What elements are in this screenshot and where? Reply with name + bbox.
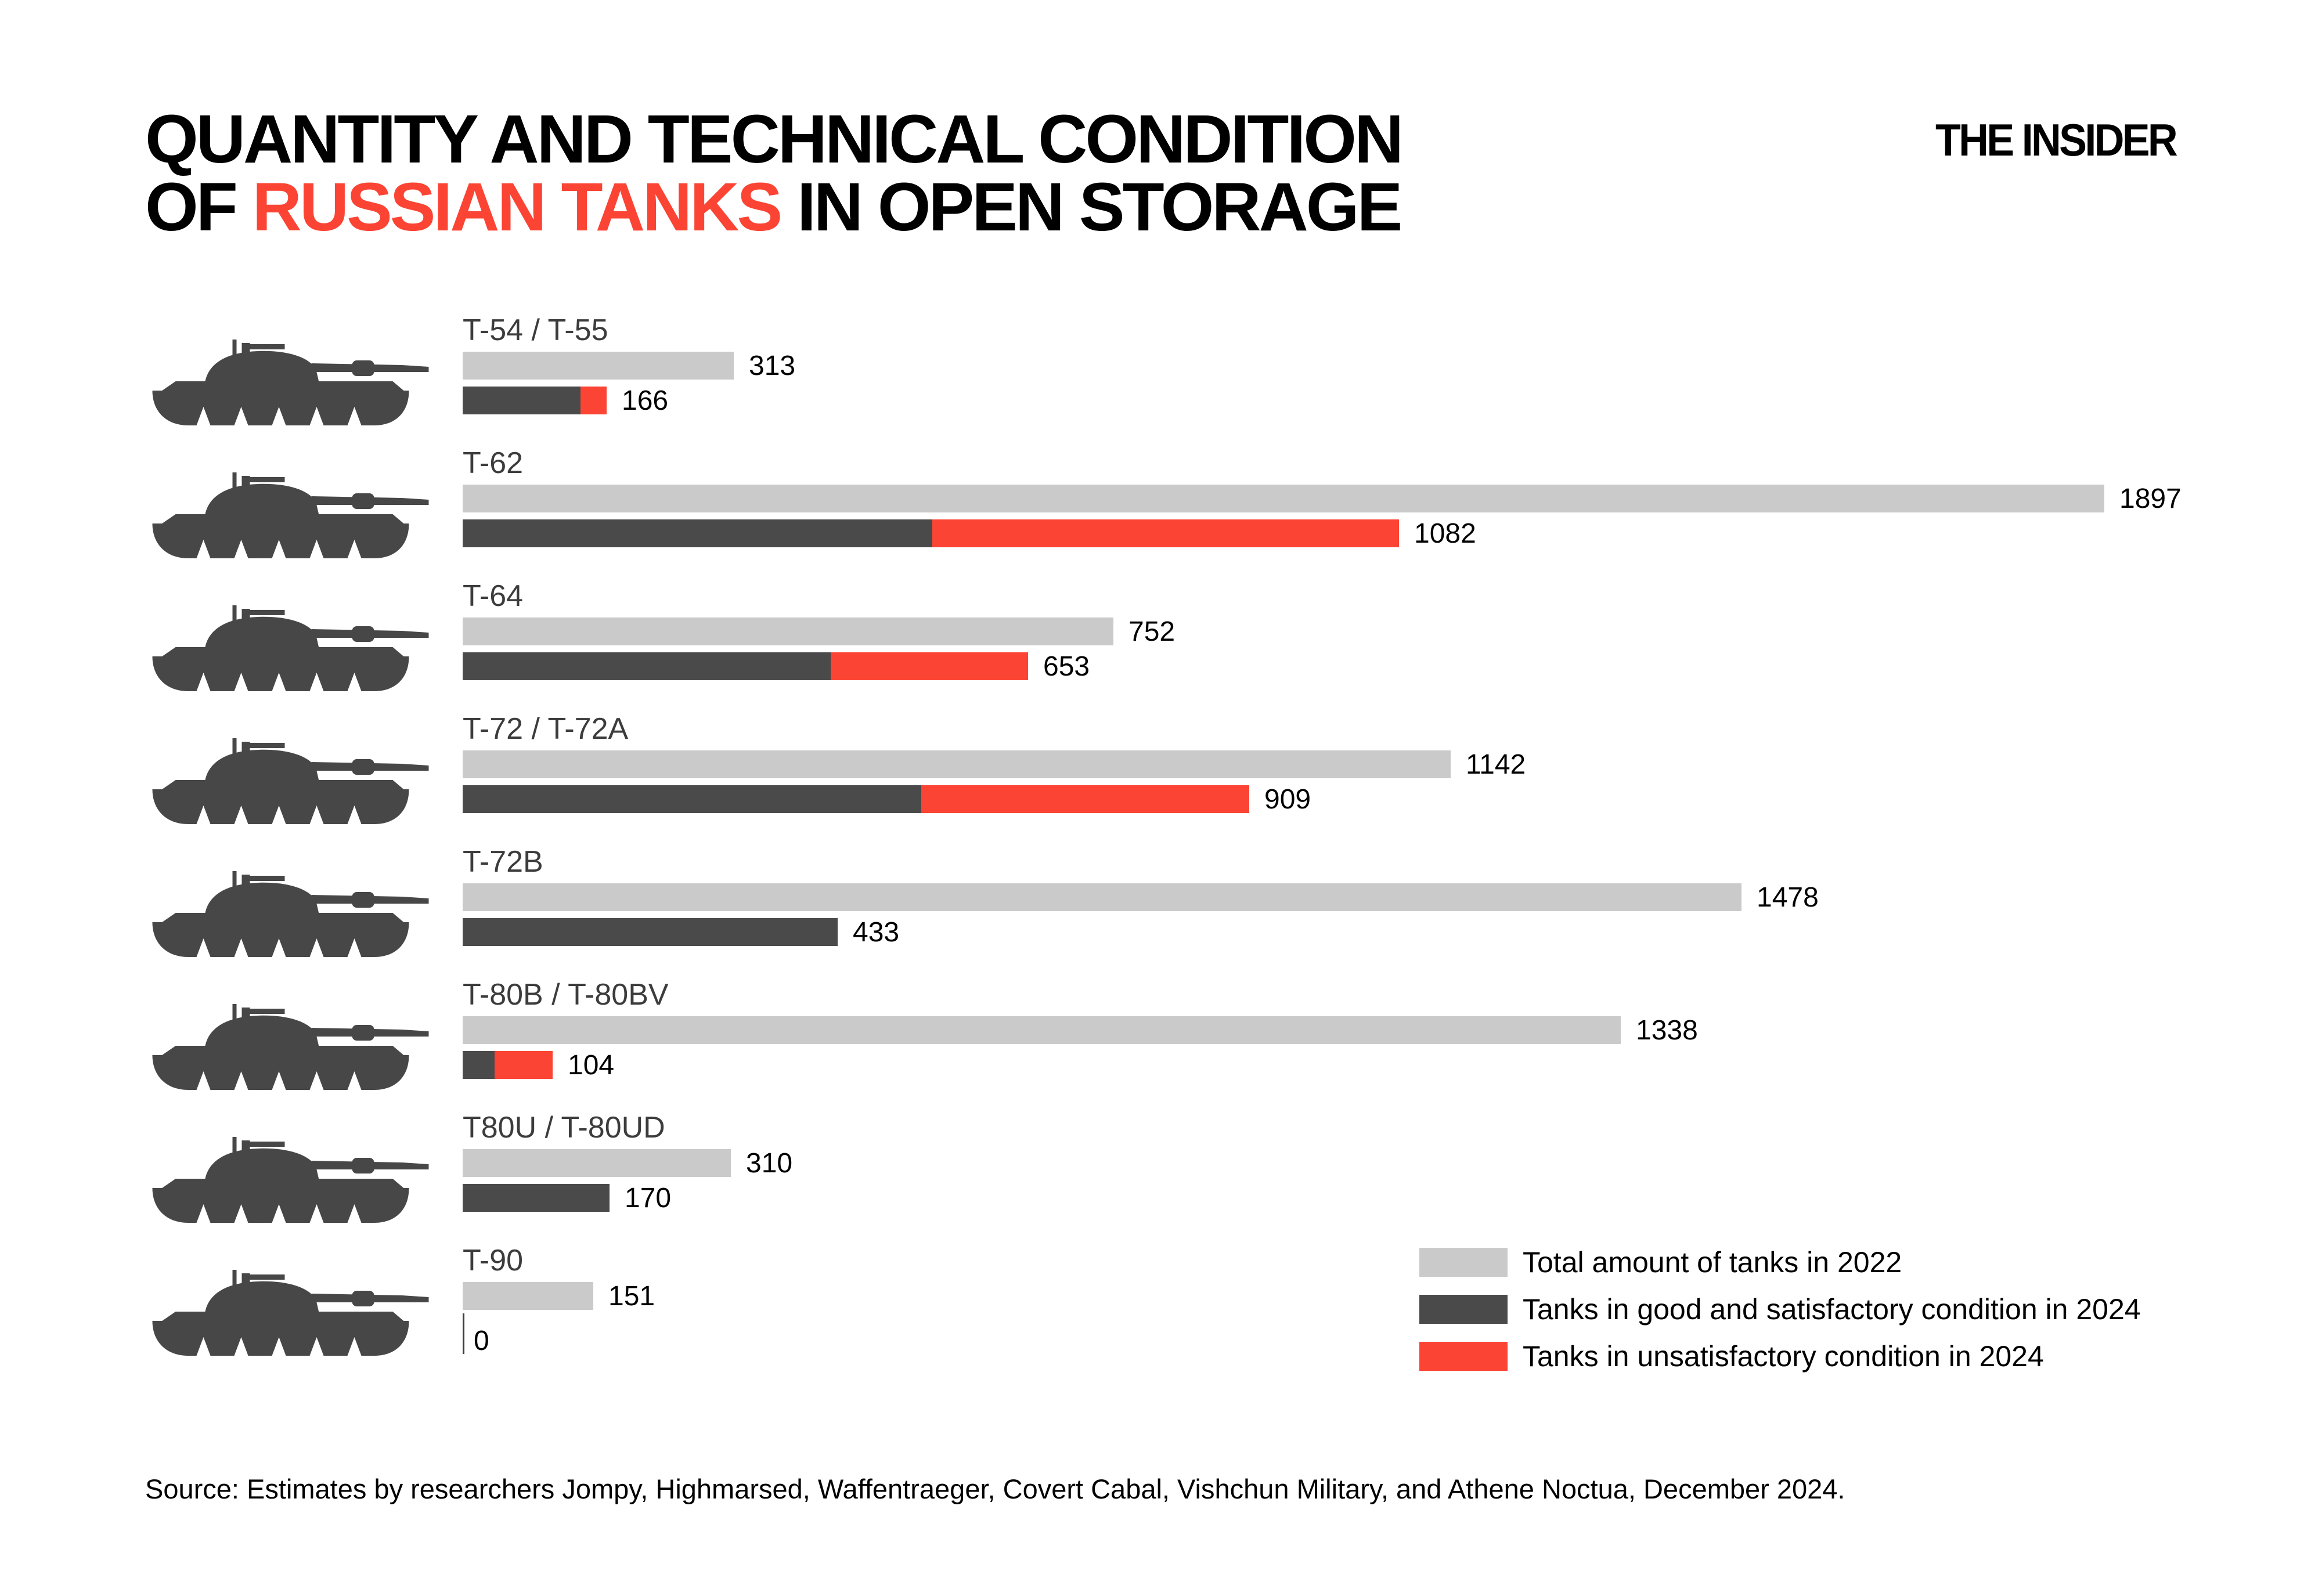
value-total-2022: 1897 bbox=[2119, 483, 2182, 514]
bar-2024 bbox=[463, 387, 607, 414]
bar-total-2022 bbox=[463, 750, 1451, 778]
bar-2024 bbox=[463, 918, 838, 946]
tank-icon bbox=[138, 871, 431, 958]
tank-icon bbox=[138, 1004, 431, 1091]
tank-icon bbox=[138, 1137, 431, 1224]
zero-tick bbox=[463, 1313, 464, 1354]
value-total-2022: 1478 bbox=[1757, 882, 1819, 913]
value-total-2022: 1338 bbox=[1636, 1014, 1698, 1046]
bar-2024-good-segment bbox=[463, 519, 932, 547]
bar-total-2022 bbox=[463, 618, 1113, 645]
legend-label: Total amount of tanks in 2022 bbox=[1523, 1246, 1902, 1279]
value-total-2024: 433 bbox=[853, 916, 900, 948]
tank-icon bbox=[138, 738, 431, 825]
value-total-2024: 653 bbox=[1043, 651, 1090, 682]
legend-item-total-2022: Total amount of tanks in 2022 bbox=[1419, 1246, 2141, 1279]
bar-2024-good-segment bbox=[463, 918, 838, 946]
legend-swatch-total-2022 bbox=[1419, 1248, 1508, 1277]
category-label: T-72B bbox=[463, 845, 543, 879]
bar-2024-unsat-segment bbox=[495, 1051, 553, 1079]
legend-item-good-2024: Tanks in good and satisfactory condition… bbox=[1419, 1293, 2141, 1326]
bar-2024 bbox=[463, 1051, 553, 1079]
bar-total-2022 bbox=[463, 883, 1742, 911]
legend-label: Tanks in good and satisfactory condition… bbox=[1523, 1293, 2141, 1326]
category-label: T-90 bbox=[463, 1244, 524, 1277]
value-total-2024: 104 bbox=[568, 1049, 615, 1081]
bar-total-2022 bbox=[463, 1016, 1621, 1044]
category-label: T-72 / T-72A bbox=[463, 712, 629, 746]
chart-title-line2: OF RUSSIAN TANKS IN OPEN STORAGE bbox=[145, 169, 1402, 245]
legend-swatch-unsat-2024 bbox=[1419, 1342, 1508, 1371]
bar-total-2022 bbox=[463, 485, 2104, 512]
value-total-2022: 752 bbox=[1128, 616, 1176, 647]
bar-2024 bbox=[463, 1184, 610, 1212]
bar-2024-unsat-segment bbox=[831, 652, 1028, 680]
legend-label: Tanks in unsatisfactory condition in 202… bbox=[1523, 1340, 2044, 1373]
value-total-2022: 313 bbox=[749, 350, 796, 381]
category-label: T-64 bbox=[463, 579, 524, 613]
bar-2024-unsat-segment bbox=[580, 387, 607, 414]
tank-icon bbox=[138, 472, 431, 559]
bar-2024-good-segment bbox=[463, 1051, 495, 1079]
category-label: T-62 bbox=[463, 446, 524, 480]
tank-icon bbox=[138, 605, 431, 692]
value-zero: 0 bbox=[474, 1326, 489, 1356]
bar-total-2022 bbox=[463, 352, 734, 380]
value-total-2022: 151 bbox=[608, 1280, 655, 1312]
value-total-2022: 1142 bbox=[1466, 749, 1526, 780]
bar-2024-unsat-segment bbox=[932, 519, 1399, 547]
legend-item-unsat-2024: Tanks in unsatisfactory condition in 202… bbox=[1419, 1340, 2141, 1373]
category-label: T-54 / T-55 bbox=[463, 313, 608, 347]
legend: Total amount of tanks in 2022 Tanks in g… bbox=[1419, 1246, 2141, 1389]
chart-title-line1: QUANTITY AND TECHNICAL CONDITION bbox=[145, 101, 1404, 178]
bar-total-2022 bbox=[463, 1282, 593, 1310]
chart-title: QUANTITY AND TECHNICAL CONDITION OF RUSS… bbox=[145, 101, 1404, 245]
bar-total-2022 bbox=[463, 1149, 731, 1177]
value-total-2024: 170 bbox=[625, 1182, 672, 1214]
the-insider-logo: THE INSIDER bbox=[1935, 114, 2178, 165]
tank-icon bbox=[138, 340, 431, 427]
bar-2024 bbox=[463, 519, 1399, 547]
bar-2024 bbox=[463, 652, 1028, 680]
category-label: T-80B / T-80BV bbox=[463, 978, 669, 1012]
legend-swatch-good-2024 bbox=[1419, 1295, 1508, 1324]
bar-2024-good-segment bbox=[463, 1184, 610, 1212]
source-note: Source: Estimates by researchers Jompy, … bbox=[145, 1474, 1845, 1504]
bar-2024-unsat-segment bbox=[921, 785, 1249, 813]
bar-2024-good-segment bbox=[463, 785, 921, 813]
category-label: T80U / T-80UD bbox=[463, 1111, 665, 1144]
tank-icon bbox=[138, 1270, 431, 1357]
bar-2024 bbox=[463, 785, 1249, 813]
chart-title-red-text: RUSSIAN TANKS bbox=[252, 169, 783, 245]
value-total-2024: 1082 bbox=[1414, 518, 1476, 549]
value-total-2022: 310 bbox=[746, 1147, 793, 1179]
bar-2024-good-segment bbox=[463, 387, 580, 414]
value-total-2024: 166 bbox=[622, 385, 669, 416]
bar-2024-good-segment bbox=[463, 652, 831, 680]
value-total-2024: 909 bbox=[1264, 783, 1311, 815]
